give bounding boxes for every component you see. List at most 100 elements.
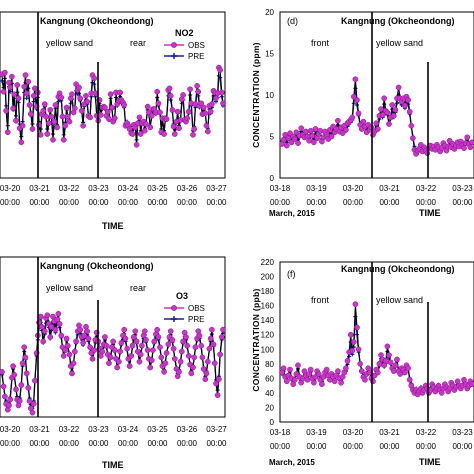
point-obs-tl-15 — [19, 122, 26, 129]
point-obs-tl-17 — [22, 72, 29, 78]
point-obs-bl-16 — [21, 344, 28, 351]
point-obs-bl-42 — [56, 321, 63, 327]
point-obs-bl-81 — [110, 338, 116, 345]
point-obs-br-10 — [295, 362, 301, 369]
legend-marker-pre-bl — [171, 316, 177, 322]
point-obs-tr-114 — [461, 145, 467, 151]
point-obs-tl-79 — [107, 91, 114, 98]
point-obs-bl-110 — [150, 347, 156, 353]
point-obs-tl-31 — [41, 101, 48, 107]
point-obs-bl-153 — [209, 326, 215, 333]
x-tick-date-bl-5: 03-25 — [147, 425, 168, 434]
point-obs-bl-9 — [11, 371, 18, 378]
point-obs-bl-13 — [16, 398, 23, 404]
point-obs-br-49 — [357, 360, 364, 367]
point-obs-bl-36 — [48, 323, 55, 330]
point-obs-tl-129 — [176, 125, 182, 132]
point-obs-bl-19 — [25, 385, 32, 391]
point-obs-bl-6 — [7, 396, 14, 403]
point-obs-tr-77 — [402, 102, 408, 109]
point-obs-tr-18 — [307, 127, 314, 134]
point-obs-bl-126 — [171, 355, 178, 362]
point-obs-tr-70 — [390, 112, 397, 119]
y-tick-br-9: 180 — [261, 287, 275, 296]
point-obs-tr-10 — [295, 140, 301, 146]
point-obs-bl-121 — [165, 341, 172, 348]
period-label-bl-yellow-sand: yellow sand — [46, 283, 93, 293]
point-obs-br-71 — [392, 362, 399, 369]
x-tick-date-bl-2: 03-22 — [59, 425, 80, 434]
point-obs-bl-96 — [130, 334, 137, 340]
x-axis-title-br: TIME — [419, 457, 441, 467]
panel-label-f: (f) — [287, 269, 296, 279]
point-obs-tl-137 — [187, 86, 193, 93]
point-obs-bl-106 — [144, 347, 151, 353]
point-obs-tl-23 — [30, 92, 37, 99]
point-obs-bl-22 — [29, 409, 36, 416]
point-obs-bl-31 — [41, 328, 48, 335]
point-obs-tl-8 — [10, 105, 16, 112]
point-obs-tr-44 — [349, 114, 356, 121]
x-tick-time-tl-2: 00:00 — [59, 198, 80, 207]
x-tick-date-tr-4: 03-22 — [416, 184, 437, 193]
point-obs-br-43 — [347, 331, 354, 338]
point-obs-br-44 — [349, 347, 356, 354]
point-obs-tr-12 — [298, 125, 305, 132]
x-tick-labels-tr: 03-18 00:00 03-19 00:00 03-20 00:00 03-21 00:00… — [270, 184, 474, 207]
point-obs-tl-27 — [36, 122, 42, 128]
point-obs-tl-47 — [63, 104, 70, 111]
point-obs-tl-64 — [87, 114, 93, 121]
point-obs-bl-134 — [183, 334, 189, 340]
date-note-br: March, 2015 — [269, 458, 315, 467]
y-tick-br-3: 60 — [265, 374, 274, 383]
point-obs-br-20 — [311, 379, 317, 386]
point-obs-tl-36 — [48, 113, 55, 120]
point-obs-bl-94 — [128, 353, 135, 359]
x-tick-date-bl-0: 03-20 — [0, 425, 21, 434]
point-obs-tl-33 — [44, 131, 51, 137]
point-obs-bl-98 — [133, 338, 140, 345]
point-obs-tl-120 — [163, 116, 170, 122]
point-obs-tl-101 — [137, 131, 144, 137]
point-obs-tl-80 — [109, 104, 115, 111]
point-obs-bl-89 — [121, 326, 128, 333]
point-obs-tl-125 — [170, 123, 177, 130]
x-tick-time-bl-0: 00:00 — [0, 439, 21, 448]
point-obs-bl-43 — [58, 332, 65, 339]
y-tick-tr-0: 0 — [270, 174, 275, 183]
point-obs-tr-62 — [378, 106, 384, 112]
point-obs-tl-56 — [76, 84, 82, 91]
point-obs-bl-129 — [176, 369, 182, 375]
point-obs-tl-20 — [26, 102, 33, 108]
point-obs-tl-49 — [66, 118, 73, 125]
x-tick-time-tl-1: 00:00 — [29, 198, 50, 207]
point-obs-br-57 — [370, 378, 376, 385]
point-obs-br-65 — [382, 358, 389, 364]
point-obs-br-16 — [304, 376, 311, 383]
point-obs-bl-116 — [158, 354, 165, 361]
point-obs-bl-59 — [80, 339, 86, 346]
point-obs-tl-136 — [185, 108, 192, 115]
point-obs-bl-66 — [89, 355, 96, 362]
point-obs-tl-75 — [102, 104, 108, 111]
point-obs-bl-95 — [129, 342, 136, 349]
point-obs-tl-100 — [136, 114, 143, 121]
point-obs-bl-78 — [106, 360, 112, 367]
point-obs-bl-130 — [177, 358, 184, 365]
legend-label-obs-tl: OBS — [188, 41, 205, 50]
point-obs-bl-67 — [91, 347, 98, 353]
point-obs-br-8 — [291, 376, 298, 383]
y-tick-br-7: 140 — [261, 316, 275, 325]
point-obs-bl-135 — [184, 342, 191, 349]
point-obs-tl-95 — [129, 131, 136, 137]
x-tick-date-tl-0: 03-20 — [0, 184, 21, 193]
y-tick-labels-tr: 0 5 10 15 20 — [265, 8, 274, 183]
point-obs-bl-1 — [0, 383, 7, 390]
point-obs-bl-148 — [202, 376, 209, 383]
point-obs-tl-147 — [200, 104, 207, 111]
point-obs-tl-7 — [9, 73, 15, 80]
point-obs-tl-39 — [52, 102, 59, 108]
point-obs-tl-3 — [3, 107, 9, 114]
point-obs-tr-79 — [405, 97, 411, 103]
x-tick-time-tl-4: 00:00 — [118, 198, 139, 207]
